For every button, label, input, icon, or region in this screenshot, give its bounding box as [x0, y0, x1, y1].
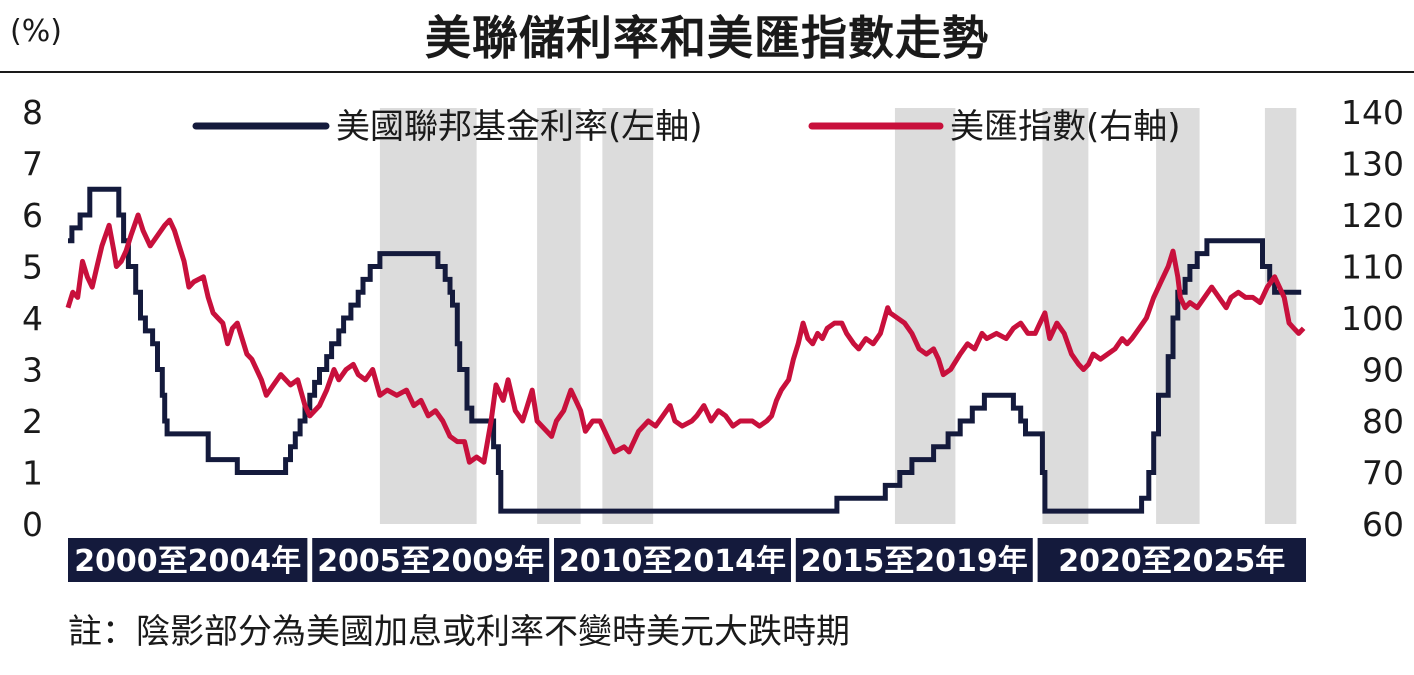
shaded-periods [379, 108, 1297, 524]
y-left-tick-4: 4 [22, 299, 43, 338]
legend-label-dxy: 美匯指數(右軸) [950, 107, 1181, 147]
period-box-5 [1037, 538, 1306, 582]
legend-label-rate: 美國聯邦基金利率(左軸) [336, 107, 703, 147]
shaded-period-1 [379, 108, 477, 524]
series-fed-funds-rate [68, 186, 1302, 514]
y-right-tick-100: 100 [1341, 299, 1404, 338]
period-label-3: 2010至2014年 [559, 544, 786, 579]
y-left-tick-0: 0 [22, 505, 43, 544]
y-right-axis: 60 70 80 90 100 110 120 130 140 [1341, 93, 1404, 544]
shaded-period-3 [602, 108, 654, 524]
shaded-period-4 [894, 108, 956, 524]
period-band: 2000至2004年 2005至2009年 2010至2014年 2015至2019年… [68, 538, 1306, 582]
period-box-3 [554, 538, 791, 582]
y-left-unit: (%) [10, 14, 62, 49]
y-left-tick-8: 8 [22, 93, 43, 132]
shaded-period-7 [1264, 108, 1297, 524]
period-box-4 [795, 538, 1033, 582]
period-box-2 [312, 538, 550, 582]
series-dollar-index [65, 212, 1306, 465]
chart-title: 美聯儲利率和美匯指數走勢 [425, 11, 989, 65]
y-right-tick-130: 130 [1341, 145, 1404, 184]
y-left-tick-5: 5 [22, 248, 43, 287]
y-left-tick-1: 1 [22, 454, 43, 493]
period-label-1: 2000至2004年 [74, 544, 301, 579]
period-label-5: 2020至2025年 [1058, 544, 1285, 579]
legend: 美國聯邦基金利率(左軸) 美匯指數(右軸) [192, 107, 1181, 147]
y-left-tick-3: 3 [22, 351, 43, 390]
y-right-tick-140: 140 [1341, 93, 1404, 132]
period-box-1 [68, 538, 308, 582]
y-right-tick-110: 110 [1341, 248, 1404, 287]
y-left-tick-7: 7 [22, 145, 43, 184]
plot-lines [65, 186, 1306, 514]
period-label-4: 2015至2019年 [801, 544, 1028, 579]
y-right-tick-70: 70 [1362, 454, 1404, 493]
y-right-tick-90: 90 [1362, 351, 1404, 390]
y-right-tick-120: 120 [1341, 196, 1404, 235]
shaded-period-2 [537, 108, 581, 524]
y-right-tick-80: 80 [1362, 402, 1404, 441]
y-left-tick-2: 2 [22, 402, 43, 441]
period-label-2: 2005至2009年 [317, 544, 544, 579]
y-left-axis: 0 1 2 3 4 5 6 7 8 [22, 93, 43, 544]
footnote: 註：陰影部分為美國加息或利率不變時美元大跌時期 [68, 612, 850, 652]
y-left-tick-6: 6 [22, 196, 43, 235]
y-right-tick-60: 60 [1362, 505, 1404, 544]
shaded-period-5 [1042, 108, 1089, 524]
